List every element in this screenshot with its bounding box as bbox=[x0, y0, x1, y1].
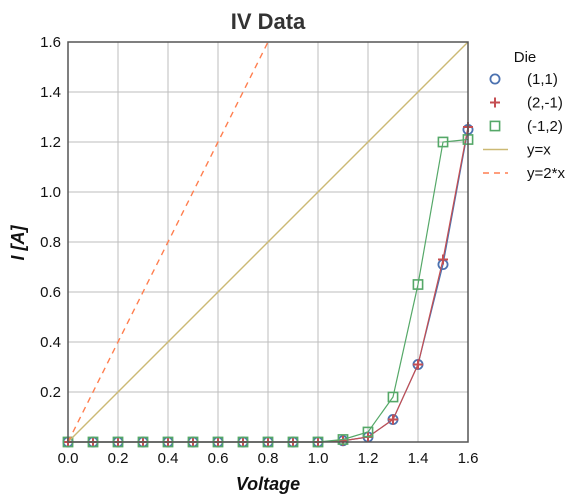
y-tick-label: 0.4 bbox=[40, 334, 61, 351]
x-tick-label: 0.6 bbox=[208, 450, 229, 467]
y-axis-label: I [A] bbox=[8, 225, 28, 261]
data-point bbox=[412, 279, 424, 290]
x-tick-label: 1.6 bbox=[458, 450, 479, 467]
y-tick-label: 0.6 bbox=[40, 284, 61, 301]
y-tick-label: 1.4 bbox=[40, 84, 61, 101]
x-tick-label: 0.8 bbox=[258, 450, 279, 467]
legend-label: (2,-1) bbox=[527, 95, 563, 112]
legend-item-3: y=x bbox=[483, 142, 551, 159]
legend-item-4: y=2*x bbox=[483, 165, 565, 182]
data-point bbox=[437, 136, 449, 148]
series-3 bbox=[67, 41, 469, 443]
legend-label: y=2*x bbox=[527, 165, 565, 182]
legend-label: (1,1) bbox=[527, 71, 558, 88]
x-tick-label: 0.4 bbox=[158, 450, 179, 467]
x-axis-label: Voltage bbox=[236, 474, 300, 494]
data-point bbox=[438, 254, 448, 265]
series-line bbox=[67, 41, 269, 443]
y-tick-label: 0.8 bbox=[40, 234, 61, 251]
y-axis-ticks: 0.2 0.4 0.6 0.8 1.0 1.2 1.4 1.6 bbox=[40, 34, 61, 401]
x-tick-label: 0.2 bbox=[108, 450, 129, 467]
data-point bbox=[387, 391, 399, 403]
legend-label: y=x bbox=[527, 142, 551, 159]
x-axis-ticks: 0.0 0.2 0.4 0.6 0.8 1.0 1.2 1.4 1.6 bbox=[58, 450, 479, 467]
legend-item-0: (1,1) bbox=[489, 71, 558, 88]
x-tick-label: 1.4 bbox=[408, 450, 429, 467]
y-tick-label: 0.2 bbox=[40, 384, 61, 401]
legend-label: (-1,2) bbox=[527, 118, 563, 135]
series-line bbox=[67, 41, 469, 443]
plot-frame bbox=[67, 41, 469, 443]
legend-item-2: (-1,2) bbox=[489, 118, 563, 135]
x-tick-label: 1.2 bbox=[358, 450, 379, 467]
x-tick-label: 1.0 bbox=[308, 450, 329, 467]
y-tick-label: 1.6 bbox=[40, 34, 61, 51]
data-point bbox=[362, 426, 374, 438]
legend-marker bbox=[489, 73, 501, 85]
legend-marker bbox=[490, 97, 500, 108]
y-tick-label: 1.0 bbox=[40, 184, 61, 201]
data-point bbox=[388, 414, 398, 425]
data-point bbox=[337, 434, 349, 445]
legend-marker bbox=[489, 120, 501, 132]
data-point bbox=[413, 359, 423, 370]
x-tick-label: 0.0 bbox=[58, 450, 79, 467]
legend-title: Die bbox=[514, 49, 537, 66]
legend-item-1: (2,-1) bbox=[490, 95, 563, 112]
legend: Die (1,1) (2,-1) (-1,2) y=x y=2*x bbox=[483, 49, 565, 182]
y-tick-label: 1.2 bbox=[40, 134, 61, 151]
chart-title: IV Data bbox=[231, 9, 306, 34]
series-4 bbox=[67, 41, 269, 443]
